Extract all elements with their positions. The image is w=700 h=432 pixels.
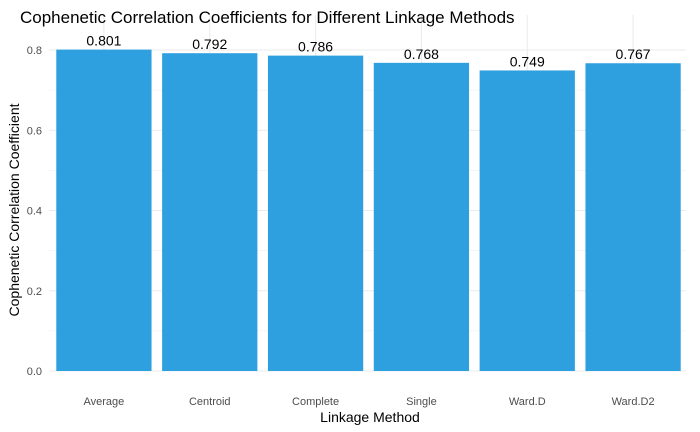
data-label-ward-d: 0.749 xyxy=(510,53,545,69)
y-tick-label: 0.4 xyxy=(27,206,42,218)
bar-complete xyxy=(267,55,364,372)
axis-ticks: 0.0 0.2 0.4 0.6 0.8 Average Centroid Complete Si… xyxy=(27,45,655,408)
bars xyxy=(56,49,681,372)
x-tick-label-centroid: Centroid xyxy=(189,396,231,408)
y-tick-label: 0.8 xyxy=(27,45,42,57)
x-tick-label-complete: Complete xyxy=(292,396,339,408)
y-axis-title: Cophenetic Correlation Coefficient xyxy=(6,103,22,316)
x-tick-label-ward-d: Ward.D xyxy=(509,396,546,408)
x-tick-label-average: Average xyxy=(84,396,125,408)
data-label-single: 0.768 xyxy=(404,46,439,62)
bar-centroid xyxy=(162,53,258,372)
x-axis-title: Linkage Method xyxy=(320,409,420,425)
data-label-average: 0.801 xyxy=(86,33,121,49)
y-tick-label: 0.0 xyxy=(27,366,42,378)
bar-ward-d2 xyxy=(585,63,681,372)
chart-title: Cophenetic Correlation Coefficients for … xyxy=(20,8,515,27)
x-tick-label-single: Single xyxy=(406,396,437,408)
bar-ward-d xyxy=(479,70,575,372)
y-tick-label: 0.2 xyxy=(27,286,42,298)
data-label-ward-d2: 0.767 xyxy=(616,46,651,62)
data-labels: 0.801 0.792 0.786 0.768 0.749 0.767 xyxy=(86,33,650,70)
bar-single xyxy=(373,62,470,372)
x-tick-label-ward-d2: Ward.D2 xyxy=(612,396,655,408)
data-label-centroid: 0.792 xyxy=(192,36,227,52)
y-tick-label: 0.6 xyxy=(27,125,42,137)
bar-average xyxy=(56,49,152,371)
data-label-complete: 0.786 xyxy=(298,39,333,55)
